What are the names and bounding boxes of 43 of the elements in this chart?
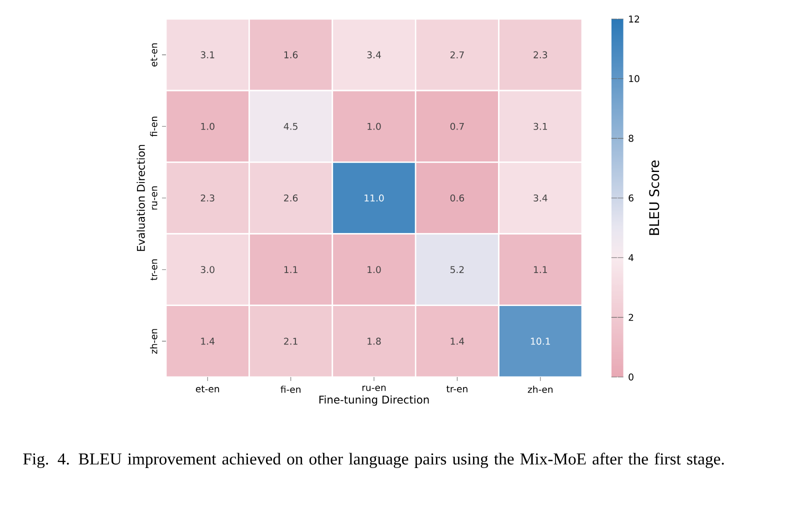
- data-label: 2.1: [284, 338, 298, 345]
- data-label: 1.1: [534, 266, 547, 273]
- data-label: 3.0: [200, 266, 214, 274]
- data-label: 2.6: [284, 194, 298, 202]
- data-label: 1.4: [450, 338, 464, 345]
- color-bar-label: 0: [628, 373, 634, 381]
- y-tick-label: ru-en: [152, 186, 158, 210]
- data-label: 3.4: [534, 194, 548, 202]
- color-bar-label: 8: [628, 134, 634, 142]
- data-label: 1.1: [284, 266, 298, 273]
- data-label: 1.0: [368, 266, 381, 274]
- y-tick-label: tr-en: [150, 259, 158, 280]
- x-tick-label: fi-en: [280, 386, 300, 393]
- color-bar-label: 12: [629, 16, 640, 22]
- y-tick-label: et-en: [150, 43, 158, 66]
- y-axis-title: Evaluation Direction: [136, 144, 145, 251]
- data-label: 1.8: [368, 338, 381, 345]
- data-label: 10.1: [531, 338, 550, 345]
- caption: Fig. 4. BLEU improvement achieved on other language pairs using the Mix-MoE after the first stage.: [23, 452, 724, 468]
- color-bar-label: 10: [629, 75, 640, 82]
- data-label: 1.4: [201, 338, 215, 345]
- color-bar-label: 4: [628, 254, 634, 262]
- data-label: 4.5: [284, 122, 298, 130]
- data-label: 2.3: [200, 194, 214, 202]
- data-label: 5.2: [450, 266, 464, 274]
- data-label: 1.0: [201, 122, 214, 130]
- x-tick-label: ru-en: [362, 386, 386, 392]
- data-label: 2.7: [450, 51, 464, 58]
- data-label: 1.0: [368, 122, 381, 130]
- x-tick-label: et-en: [196, 386, 220, 392]
- y-tick-label: zh-en: [150, 329, 158, 354]
- data-label: 1.6: [284, 51, 298, 58]
- data-label: 0.6: [450, 194, 464, 202]
- x-tick-label: zh-en: [528, 386, 553, 393]
- data-label: 3.1: [534, 122, 547, 130]
- x-axis-title: Fine-tuning Direction: [319, 395, 429, 406]
- color-bar-label: 6: [628, 194, 634, 202]
- x-tick-label: tr-en: [446, 386, 468, 392]
- y-tick-label: fi-en: [150, 116, 158, 137]
- data-label: 11.0: [364, 194, 384, 202]
- color-bar-label: 2: [628, 314, 634, 321]
- color-bar-title: BLEU Score: [649, 160, 660, 235]
- data-label: 0.7: [450, 122, 464, 130]
